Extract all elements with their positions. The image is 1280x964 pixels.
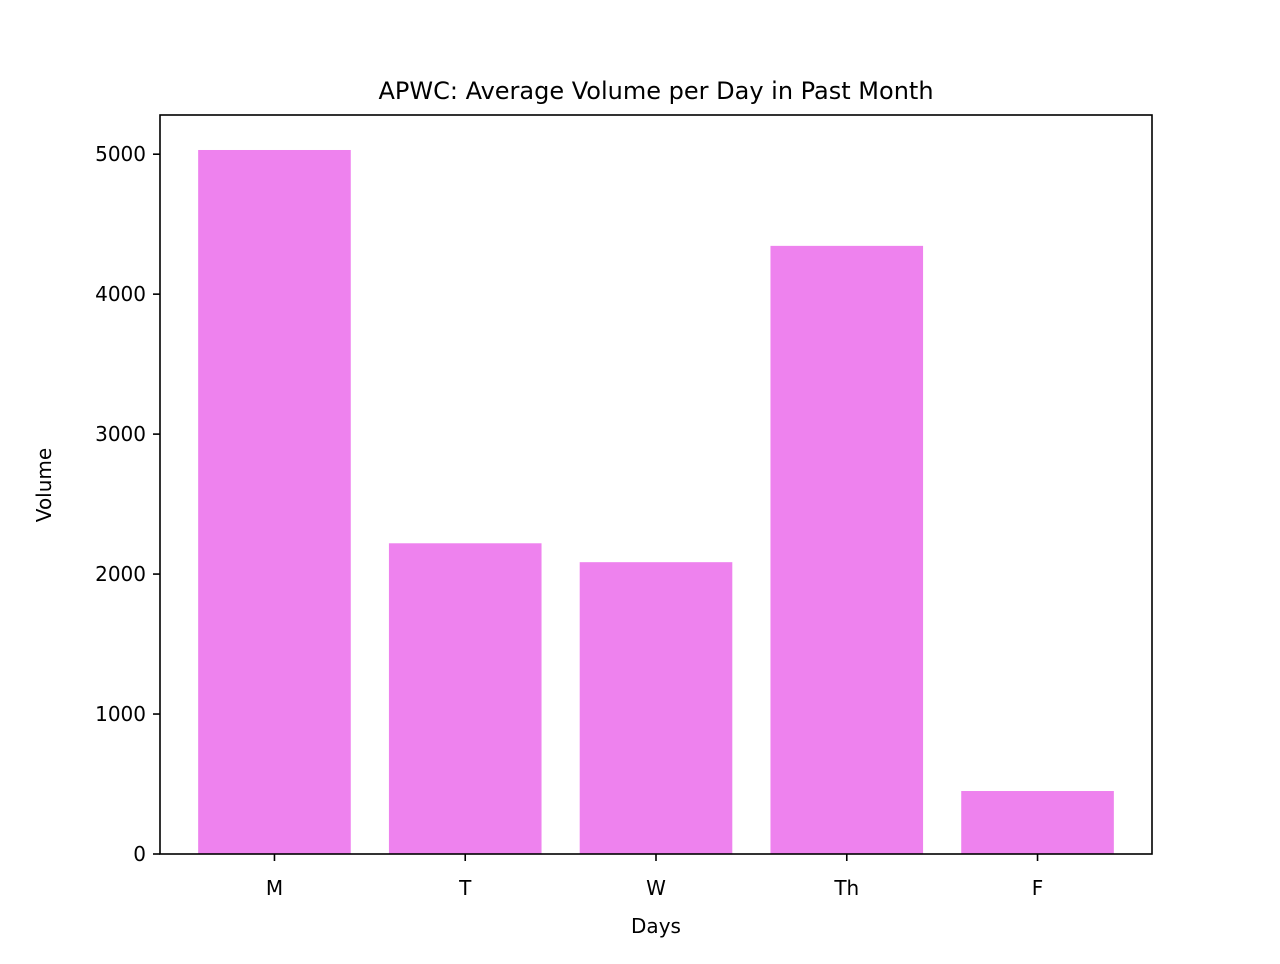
x-tick-label: F <box>1032 876 1044 900</box>
y-tick-label: 0 <box>133 842 146 866</box>
x-tick-label: M <box>266 876 283 900</box>
bar-t <box>388 543 542 854</box>
bar-f <box>961 791 1114 854</box>
x-tick-label: T <box>458 876 472 900</box>
y-tick-label: 4000 <box>95 282 146 306</box>
bar-m <box>198 149 351 854</box>
x-tick-label: Th <box>833 876 859 900</box>
bar-th <box>770 245 924 855</box>
y-tick-label: 1000 <box>95 702 146 726</box>
bar-w <box>579 562 733 854</box>
x-axis: M T W Th F <box>266 854 1043 900</box>
chart-title: APWC: Average Volume per Day in Past Mon… <box>378 77 933 105</box>
bars-layer <box>198 149 1114 855</box>
x-tick-label: W <box>646 876 666 900</box>
y-tick-label: 3000 <box>95 422 146 446</box>
y-axis-label: Volume <box>32 448 56 522</box>
y-tick-label: 5000 <box>95 142 146 166</box>
y-tick-label: 2000 <box>95 562 146 586</box>
x-axis-label: Days <box>631 914 681 938</box>
y-axis: 0 1000 2000 3000 4000 5000 <box>95 142 160 866</box>
